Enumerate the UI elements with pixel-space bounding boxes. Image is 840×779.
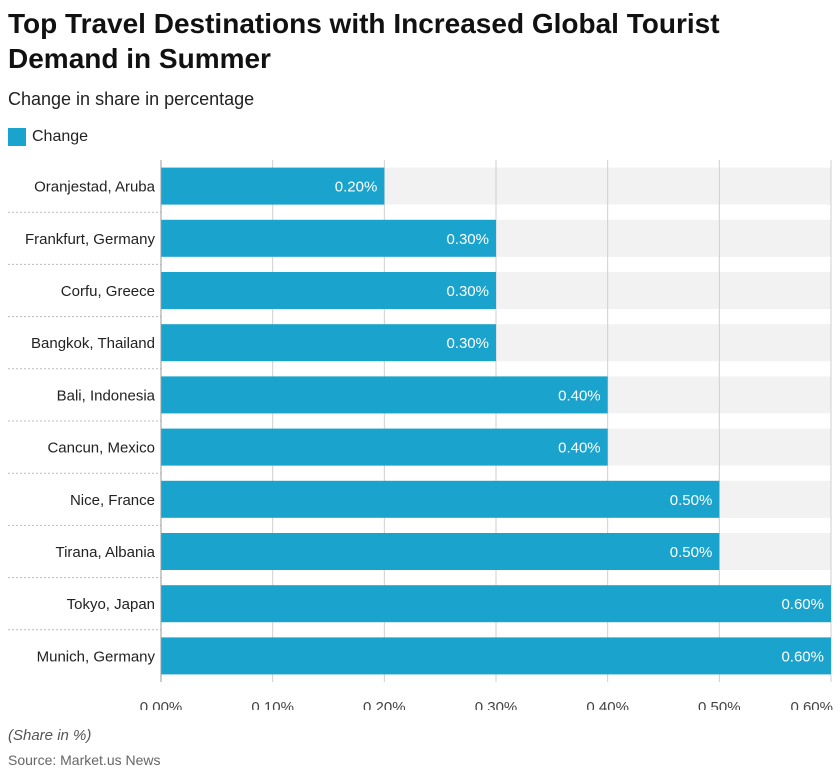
bar bbox=[161, 324, 496, 362]
category-label: Nice, France bbox=[70, 492, 155, 509]
x-tick-label: 0.00% bbox=[140, 699, 183, 710]
category-label: Frankfurt, Germany bbox=[25, 231, 156, 248]
value-label: 0.50% bbox=[670, 544, 713, 561]
value-label: 0.60% bbox=[781, 648, 824, 665]
bar bbox=[161, 480, 720, 518]
category-label: Tokyo, Japan bbox=[67, 596, 155, 613]
chart-title: Top Travel Destinations with Increased G… bbox=[8, 8, 720, 74]
category-label: Tirana, Albania bbox=[55, 544, 155, 561]
bar bbox=[161, 376, 608, 414]
value-label: 0.20% bbox=[335, 179, 378, 196]
bar bbox=[161, 167, 385, 205]
category-label: Bangkok, Thailand bbox=[31, 335, 155, 352]
chart-subtitle: Change in share in percentage bbox=[8, 89, 255, 109]
bar-chart: 0.20% Oranjestad, Aruba 0.30% Frankfurt, Ge… bbox=[8, 160, 833, 710]
x-tick-label: 0.50% bbox=[698, 699, 741, 710]
x-tick-label: 0.40% bbox=[586, 699, 629, 710]
footnote: (Share in %) bbox=[8, 727, 92, 744]
value-label: 0.30% bbox=[446, 231, 489, 248]
x-tick-label: 0.20% bbox=[363, 699, 406, 710]
bar bbox=[161, 219, 496, 257]
category-label: Cancun, Mexico bbox=[47, 440, 155, 457]
bar bbox=[161, 637, 831, 675]
category-label: Corfu, Greece bbox=[61, 283, 155, 300]
legend: Change bbox=[8, 128, 88, 146]
value-label: 0.30% bbox=[446, 335, 489, 352]
value-label: 0.40% bbox=[558, 440, 601, 457]
bar bbox=[161, 533, 720, 570]
value-label: 0.30% bbox=[446, 283, 489, 300]
legend-swatch bbox=[8, 128, 26, 146]
source-note: Source: Market.us News bbox=[8, 752, 161, 768]
category-label: Munich, Germany bbox=[37, 648, 156, 665]
legend-label: Change bbox=[32, 128, 89, 145]
value-label: 0.60% bbox=[781, 596, 824, 613]
category-label: Oranjestad, Aruba bbox=[34, 179, 156, 196]
value-label: 0.40% bbox=[558, 387, 601, 404]
value-label: 0.50% bbox=[670, 492, 713, 509]
bar bbox=[161, 428, 608, 466]
x-tick-label: 0.30% bbox=[475, 699, 518, 710]
bar bbox=[161, 272, 496, 309]
category-label: Bali, Indonesia bbox=[57, 387, 156, 404]
x-tick-label: 0.60% bbox=[790, 699, 833, 710]
x-tick-label: 0.10% bbox=[251, 699, 294, 710]
bar bbox=[161, 585, 831, 623]
